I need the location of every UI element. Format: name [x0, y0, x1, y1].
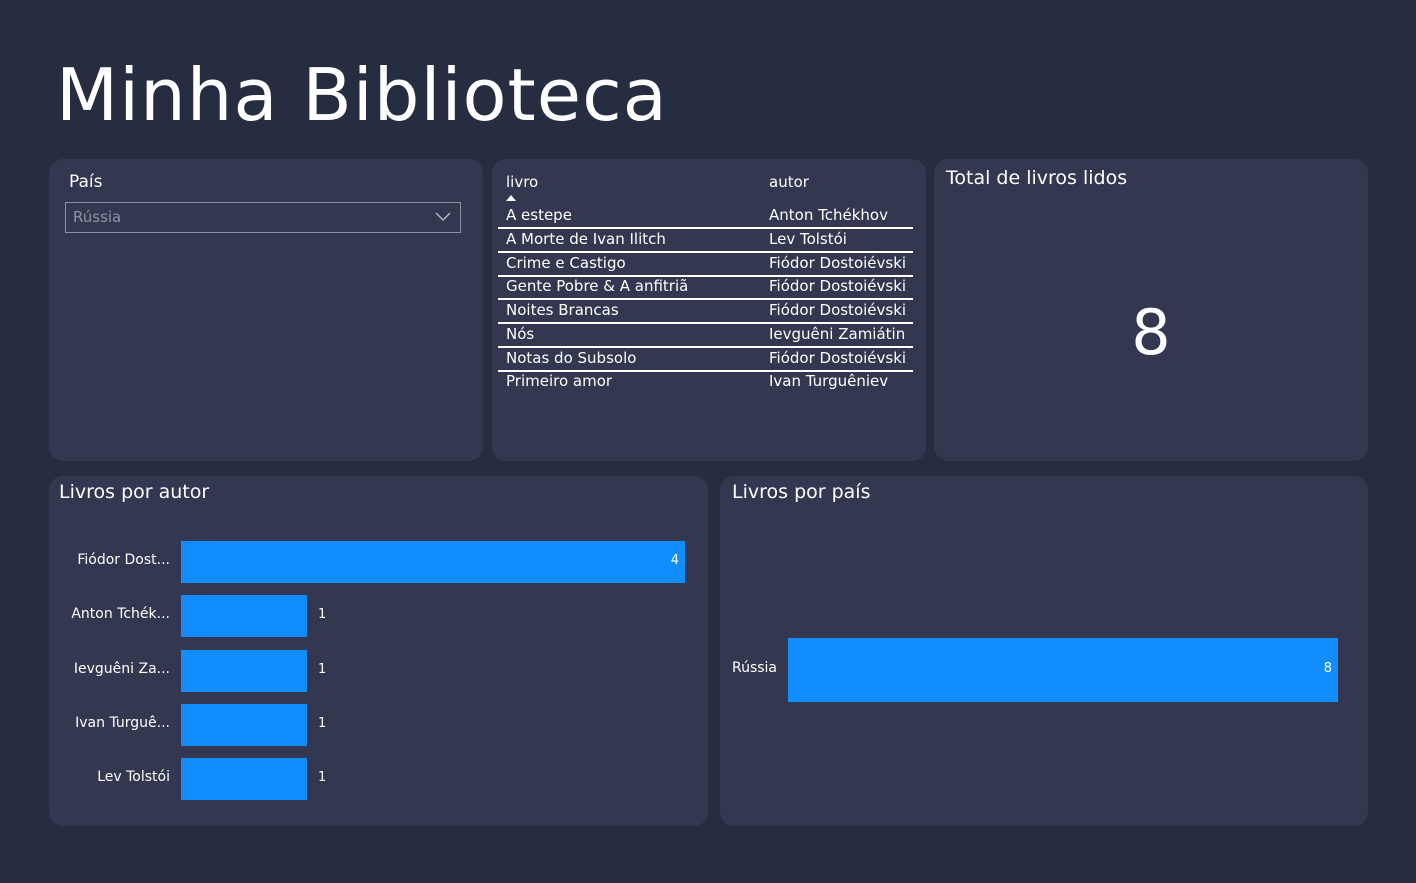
table-row[interactable]: Primeiro amor Ivan Turguêniev [498, 371, 913, 395]
data-label: 1 [318, 715, 327, 731]
chart-title: Livros por autor [59, 481, 210, 503]
cell-autor: Lev Tolstói [769, 229, 847, 248]
cell-livro: Gente Pobre & A anfitriã [506, 277, 689, 296]
bar[interactable] [181, 703, 307, 746]
cell-autor: Ievguêni Zamiátin [769, 324, 906, 343]
cell-livro: Noites Brancas [506, 301, 619, 319]
category-label: Fiódor Dost... [77, 552, 170, 568]
dropdown-selected-value: Rússia [73, 208, 122, 226]
category-label: Rússia [731, 660, 777, 676]
cell-autor: Ivan Turguêniev [769, 372, 889, 391]
cell-autor: Fiódor Dostoiévski [769, 277, 907, 296]
bar[interactable] [181, 758, 307, 801]
category-label: Ivan Turguê... [75, 714, 170, 731]
table-row[interactable]: Nós Ievguêni Zamiátin [498, 324, 913, 348]
category-label: Lev Tolstói [97, 769, 170, 786]
cell-livro: Primeiro amor [506, 372, 613, 391]
bar[interactable] [788, 638, 1338, 702]
cell-autor: Fiódor Dostoiévski [769, 301, 907, 319]
table-row[interactable]: Gente Pobre & A anfitriã Fiódor Dostoiévs… [498, 276, 913, 301]
data-label: 8 [1323, 661, 1332, 676]
cell-livro: A estepe [506, 206, 572, 224]
chart-title: Livros por país [732, 481, 871, 503]
bar[interactable] [181, 541, 685, 583]
slicer-label: País [69, 172, 103, 192]
cell-livro: Nós [506, 324, 535, 343]
bar[interactable] [181, 649, 307, 692]
cell-autor: Anton Tchékhov [769, 206, 888, 224]
books-table-card: livro autor A estepe Anton Tchékhov A Mort… [492, 159, 926, 461]
column-header-autor[interactable]: autor [769, 173, 809, 191]
category-label: Ievguêni Za... [73, 660, 170, 677]
cell-livro: Crime e Castigo [506, 253, 626, 272]
page-title: Minha Biblioteca [56, 53, 668, 137]
data-label: 1 [318, 770, 327, 786]
cell-autor: Fiódor Dostoiévski [769, 253, 907, 272]
bar[interactable] [181, 595, 307, 638]
table-row[interactable]: Notas do Subsolo Fiódor Dostoiévski [498, 348, 913, 372]
country-slicer-card: País Rússia [49, 159, 483, 461]
chevron-down-icon [435, 212, 451, 222]
books-by-country-chart: Livros por país Rússia 8 [720, 476, 1368, 826]
sort-ascending-icon [506, 195, 516, 201]
kpi-value: 8 [1131, 296, 1171, 369]
total-books-card: Total de livros lidos 8 [934, 159, 1368, 461]
cell-livro: Notas do Subsolo [506, 348, 637, 367]
cell-livro: A Morte de Ivan Ilitch [506, 229, 666, 248]
table-row[interactable]: Crime e Castigo Fiódor Dostoiévski [498, 253, 913, 277]
category-label: Anton Tchék... [71, 606, 170, 623]
cell-autor: Fiódor Dostoiévski [769, 348, 907, 367]
data-label: 1 [318, 661, 327, 677]
kpi-title: Total de livros lidos [946, 167, 1128, 189]
data-label: 1 [318, 607, 327, 623]
table-row[interactable]: A Morte de Ivan Ilitch Lev Tolstói [498, 229, 913, 253]
table-row[interactable]: Noites Brancas Fiódor Dostoiévski [498, 300, 913, 324]
table-row[interactable]: A estepe Anton Tchékhov [498, 205, 913, 229]
country-dropdown[interactable]: Rússia [65, 202, 461, 233]
books-by-author-chart: Livros por autor Fiódor Dost... 4 Anton Tc… [49, 476, 708, 826]
data-label: 4 [670, 553, 679, 568]
column-header-livro[interactable]: livro [506, 173, 539, 191]
